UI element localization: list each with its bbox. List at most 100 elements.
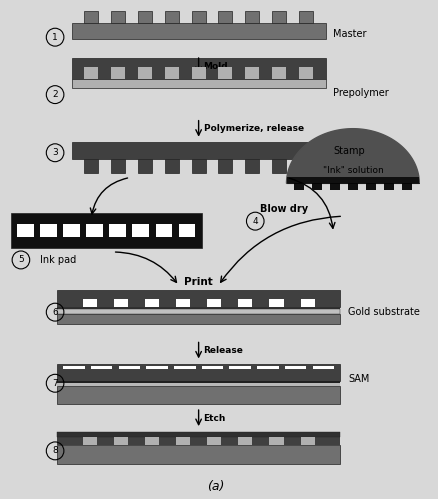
Bar — [114, 437, 128, 445]
Bar — [72, 142, 325, 159]
Bar — [85, 11, 99, 23]
Bar — [57, 314, 340, 324]
Bar — [286, 177, 419, 183]
Bar — [230, 366, 251, 369]
Bar — [146, 366, 168, 369]
Text: 4: 4 — [252, 217, 258, 226]
Text: 8: 8 — [52, 447, 58, 456]
Bar — [57, 386, 340, 404]
Bar — [330, 183, 339, 190]
Bar — [207, 299, 221, 307]
Bar — [82, 299, 97, 307]
Bar — [285, 366, 306, 369]
Bar — [165, 159, 179, 174]
Text: "Ink" solution: "Ink" solution — [322, 166, 383, 176]
Text: Etch: Etch — [204, 414, 226, 423]
Bar — [57, 364, 340, 381]
Bar — [91, 366, 113, 369]
Bar — [219, 159, 233, 174]
Bar — [294, 183, 304, 190]
Bar — [40, 224, 57, 237]
Bar — [165, 67, 179, 79]
Text: Gold substrate: Gold substrate — [348, 307, 420, 317]
Bar — [57, 432, 340, 437]
Bar — [272, 159, 286, 174]
Bar — [174, 366, 195, 369]
Text: Ink pad: Ink pad — [40, 255, 77, 265]
Bar — [272, 67, 286, 79]
Text: Release: Release — [204, 346, 244, 355]
Bar — [269, 437, 283, 445]
Text: Stamp: Stamp — [333, 146, 365, 156]
Bar — [145, 299, 159, 307]
Bar — [57, 437, 340, 445]
Bar — [155, 224, 172, 237]
Bar — [165, 11, 179, 23]
Bar — [245, 11, 259, 23]
Bar — [72, 58, 325, 79]
Text: Polymerize, release: Polymerize, release — [204, 124, 304, 133]
Bar — [300, 437, 315, 445]
Bar — [64, 224, 80, 237]
Bar — [269, 299, 283, 307]
Bar — [201, 366, 223, 369]
Bar — [63, 366, 85, 369]
Bar — [219, 67, 233, 79]
Bar — [111, 67, 125, 79]
Bar — [245, 159, 259, 174]
Bar — [191, 67, 206, 79]
Bar — [238, 437, 252, 445]
Bar — [57, 290, 340, 307]
Bar — [145, 437, 159, 445]
Bar — [57, 309, 340, 314]
Text: Print: Print — [184, 277, 213, 287]
Bar — [219, 11, 233, 23]
Bar — [176, 299, 190, 307]
Text: Prepolymer: Prepolymer — [333, 88, 389, 98]
Bar — [238, 299, 252, 307]
Text: Mold: Mold — [204, 61, 228, 70]
Bar — [18, 224, 34, 237]
Bar — [85, 67, 99, 79]
Bar — [207, 437, 221, 445]
Bar — [57, 307, 340, 309]
Bar — [110, 224, 126, 237]
Bar — [402, 183, 412, 190]
Text: 6: 6 — [52, 308, 58, 317]
Polygon shape — [286, 129, 419, 183]
Bar — [111, 11, 125, 23]
Text: 7: 7 — [52, 379, 58, 388]
Bar — [57, 383, 340, 386]
Bar — [384, 183, 394, 190]
Bar — [114, 299, 128, 307]
Text: Master: Master — [333, 29, 367, 39]
Bar — [57, 381, 340, 383]
Bar — [299, 67, 313, 79]
Bar — [138, 67, 152, 79]
Text: SAM: SAM — [348, 374, 369, 384]
Bar — [176, 437, 190, 445]
Bar — [111, 159, 125, 174]
Bar — [272, 11, 286, 23]
Bar — [191, 159, 206, 174]
Bar — [366, 183, 376, 190]
Bar — [299, 159, 313, 174]
Bar — [348, 183, 358, 190]
Bar — [72, 23, 325, 38]
Text: 5: 5 — [18, 255, 24, 264]
Bar — [300, 299, 315, 307]
Text: Blow dry: Blow dry — [260, 204, 308, 214]
Bar — [85, 159, 99, 174]
Text: 3: 3 — [52, 148, 58, 157]
Bar — [257, 366, 279, 369]
Bar — [191, 11, 206, 23]
Text: 2: 2 — [52, 90, 58, 99]
Bar — [299, 11, 313, 23]
Bar — [138, 159, 152, 174]
Bar — [245, 67, 259, 79]
Text: (a): (a) — [207, 480, 224, 493]
Bar — [138, 11, 152, 23]
Bar — [312, 366, 334, 369]
Bar — [119, 366, 140, 369]
Bar — [179, 224, 195, 237]
